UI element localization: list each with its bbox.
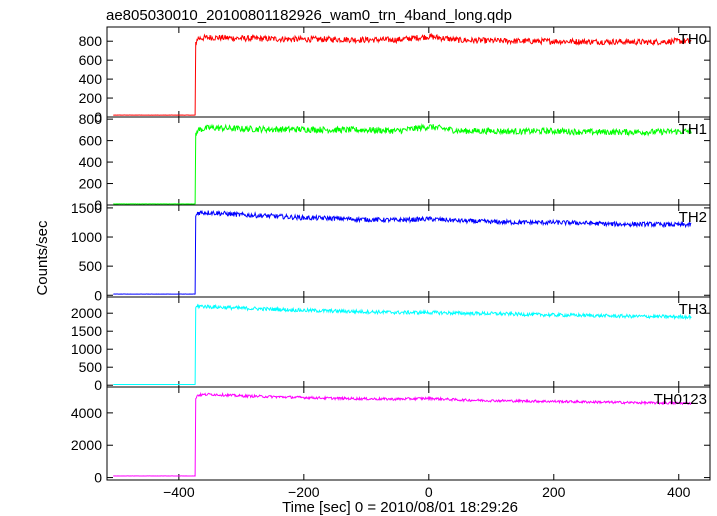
- y-tick-label: 0: [94, 109, 102, 125]
- y-tick-label: 1000: [71, 229, 102, 245]
- x-tick-label: 0: [425, 484, 433, 500]
- y-tick-label: 600: [79, 133, 103, 149]
- y-tick-label: 400: [79, 71, 103, 87]
- y-tick-label: 1500: [71, 200, 102, 216]
- x-tick-label: 400: [667, 484, 691, 500]
- y-tick-label: 0: [94, 287, 102, 303]
- y-tick-label: 4000: [71, 405, 102, 421]
- x-axis-label: Time [sec] 0 = 2010/08/01 18:29:26: [282, 499, 518, 516]
- y-tick-label: 0: [94, 377, 102, 393]
- series-line: [113, 32, 692, 116]
- y-tick-label: 500: [79, 258, 103, 274]
- chart-title: ae805030010_20100801182926_wam0_trn_4ban…: [106, 7, 512, 24]
- panels: 0 200 400 600 800 TH0 0 200 400 600 800 TH1 0 500 1000…: [71, 26, 711, 500]
- series-line: [113, 391, 692, 477]
- panel-label: TH0123: [654, 391, 707, 408]
- y-tick-label: 200: [79, 176, 103, 192]
- y-tick-label: 0: [94, 197, 102, 213]
- panel-label: TH0: [679, 31, 707, 48]
- panel-label: TH3: [679, 301, 707, 318]
- panel-label: TH2: [679, 209, 707, 226]
- x-tick-label: −400: [163, 484, 195, 500]
- series-line: [113, 123, 692, 205]
- y-tick-label: 200: [79, 90, 103, 106]
- y-tick-label: 400: [79, 154, 103, 170]
- y-tick-label: 2000: [71, 437, 102, 453]
- x-tick-label: −200: [288, 484, 320, 500]
- y-tick-label: 1500: [71, 323, 102, 339]
- y-tick-label: 2000: [71, 305, 102, 321]
- y-tick-label: 800: [79, 33, 103, 49]
- panel-label: TH1: [679, 121, 707, 138]
- y-axis-label: Counts/sec: [34, 220, 51, 296]
- series-line: [113, 303, 692, 386]
- y-tick-label: 1000: [71, 341, 102, 357]
- x-tick-label: 200: [542, 484, 566, 500]
- y-tick-label: 600: [79, 52, 103, 68]
- panel-frame: [106, 386, 711, 481]
- y-tick-label: 0: [94, 470, 102, 486]
- y-tick-label: 500: [79, 359, 103, 375]
- series-line: [113, 209, 692, 295]
- y-tick-label: 800: [79, 111, 103, 127]
